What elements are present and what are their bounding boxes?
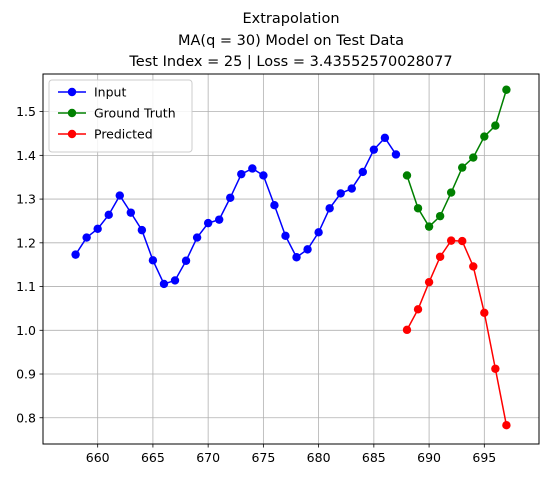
data-point-input xyxy=(369,145,379,154)
data-point-input xyxy=(303,245,312,254)
series-input xyxy=(71,133,401,289)
y-axis: 0.8 0.9 1.0 1.1 1.2 1.3 1.4 1.5 xyxy=(16,104,43,425)
data-point-input xyxy=(93,224,102,234)
y-tick-label: 0.8 xyxy=(16,410,36,425)
data-point-input xyxy=(314,228,323,237)
data-point-input xyxy=(259,171,268,180)
data-point-input xyxy=(115,191,124,200)
data-point-input xyxy=(380,133,390,143)
data-point-predicted xyxy=(480,308,489,317)
data-point-input xyxy=(270,201,279,210)
legend-label: Ground Truth xyxy=(94,106,176,121)
y-tick-label: 1.0 xyxy=(16,323,36,338)
data-point-input xyxy=(170,276,180,285)
series-line-input xyxy=(74,136,397,285)
data-point-input xyxy=(347,184,356,193)
data-point-input xyxy=(281,231,290,241)
data-point-ground-truth xyxy=(402,171,412,180)
x-tick-label: 695 xyxy=(472,450,496,465)
data-point-ground-truth xyxy=(435,211,445,221)
y-tick-label: 1.5 xyxy=(16,104,36,119)
data-point-ground-truth xyxy=(424,222,434,231)
data-point-input xyxy=(192,233,202,242)
data-point-ground-truth xyxy=(502,85,511,94)
y-tick-label: 1.1 xyxy=(16,279,36,294)
x-tick-label: 680 xyxy=(307,450,331,465)
data-point-input xyxy=(336,189,345,198)
data-point-predicted xyxy=(446,236,456,245)
data-point-input xyxy=(82,233,91,242)
series-ground-truth xyxy=(402,85,511,231)
data-point-ground-truth xyxy=(480,132,489,141)
x-tick-label: 665 xyxy=(141,450,165,465)
data-point-input xyxy=(148,256,158,265)
data-point-input xyxy=(137,225,147,235)
series-line-ground-truth xyxy=(406,89,508,228)
data-point-input xyxy=(358,167,368,177)
data-point-input xyxy=(181,256,191,265)
data-point-input xyxy=(126,208,136,217)
data-point-input xyxy=(292,253,301,262)
y-tick-label: 0.9 xyxy=(16,367,36,382)
data-point-input xyxy=(203,218,213,228)
y-tick-label: 1.4 xyxy=(16,148,36,163)
x-axis: 660 665 670 675 680 685 690 695 xyxy=(86,444,496,465)
data-point-ground-truth xyxy=(469,153,478,162)
legend-item-input: Input xyxy=(58,85,126,100)
data-point-ground-truth xyxy=(446,188,456,197)
grid xyxy=(43,74,539,444)
data-point-input xyxy=(71,250,80,259)
data-point-predicted xyxy=(435,252,445,262)
data-point-input xyxy=(159,279,169,289)
series-predicted xyxy=(402,236,511,430)
data-point-predicted xyxy=(413,305,423,314)
x-tick-label: 660 xyxy=(86,450,110,465)
data-point-ground-truth xyxy=(458,163,467,172)
legend: Input Ground Truth Predicted xyxy=(48,79,193,153)
chart-title: Extrapolation MA(q = 30) Model on Test D… xyxy=(128,11,452,70)
x-tick-label: 675 xyxy=(251,450,275,465)
series-line-predicted xyxy=(406,239,508,426)
data-point-input xyxy=(104,210,113,220)
y-tick-label: 1.3 xyxy=(16,192,36,207)
x-tick-label: 690 xyxy=(417,450,441,465)
data-point-predicted xyxy=(424,277,434,287)
plot-series xyxy=(71,85,511,430)
data-point-predicted xyxy=(458,236,467,246)
legend-label: Input xyxy=(94,85,126,100)
legend-swatch-marker xyxy=(67,87,77,97)
data-point-predicted xyxy=(402,325,412,335)
plot-frame xyxy=(42,73,540,445)
data-point-input xyxy=(391,150,401,159)
data-point-predicted xyxy=(491,364,500,373)
data-point-input xyxy=(226,193,235,202)
y-tick-label: 1.2 xyxy=(16,235,36,250)
legend-label: Predicted xyxy=(94,127,153,142)
data-point-ground-truth xyxy=(413,204,423,213)
legend-item-predicted: Predicted xyxy=(58,127,153,142)
title-line-3: Test Index = 25 | Loss = 3.4355257002807… xyxy=(128,54,452,70)
x-tick-label: 670 xyxy=(196,450,220,465)
data-point-predicted xyxy=(469,262,478,271)
data-point-input xyxy=(325,204,334,213)
legend-item-ground-truth: Ground Truth xyxy=(58,106,176,121)
legend-swatch-marker xyxy=(67,129,77,139)
data-point-input xyxy=(214,215,224,224)
title-line-1: Extrapolation xyxy=(242,11,339,27)
data-point-input xyxy=(237,169,246,179)
legend-swatch-marker xyxy=(67,108,77,118)
title-line-2: MA(q = 30) Model on Test Data xyxy=(178,33,404,49)
data-point-predicted xyxy=(502,420,511,430)
data-point-ground-truth xyxy=(491,121,500,130)
data-point-input xyxy=(248,164,257,173)
x-tick-label: 685 xyxy=(362,450,386,465)
